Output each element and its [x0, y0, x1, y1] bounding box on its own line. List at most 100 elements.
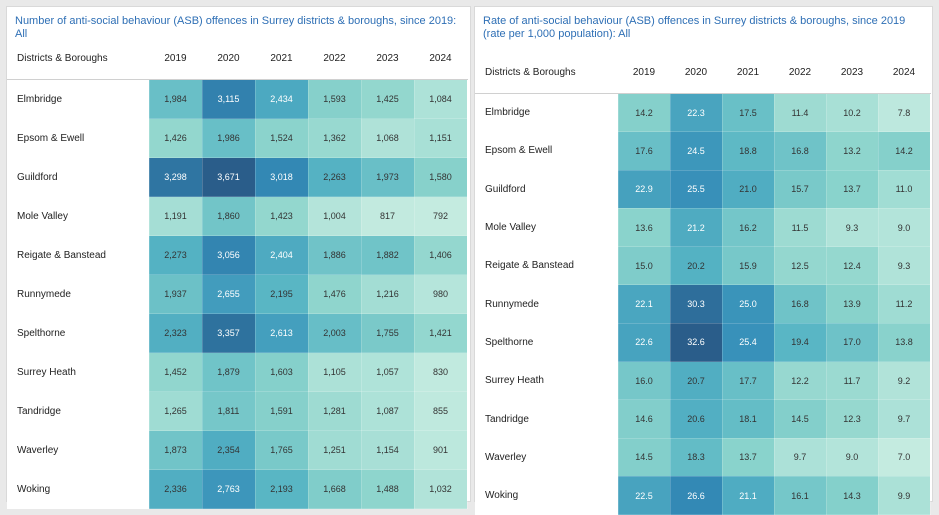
heatmap-cell: 9.3 [877, 246, 931, 286]
heatmap-cell: 9.7 [773, 437, 827, 477]
district-name: Guildford [7, 157, 149, 197]
district-name: Runnymede [7, 274, 149, 314]
heatmap-cell: 14.3 [825, 475, 879, 515]
heatmap-cell: 16.2 [721, 207, 775, 248]
heatmap-cell: 13.9 [825, 284, 879, 324]
table-row: Waverley 1,873 2,354 1,765 1,251 1,154 901 [7, 430, 468, 470]
table-row: Spelthorne 2,323 3,357 2,613 2,003 1,755 1,421 [7, 313, 468, 353]
heatmap-cell: 21.0 [721, 169, 775, 209]
heatmap-cell: 2,354 [201, 430, 256, 470]
heatmap-cell: 1,057 [360, 352, 415, 392]
district-name: Surrey Heath [7, 352, 149, 392]
column-header-2020: 2020 [202, 37, 255, 80]
heatmap-cell: 16.0 [617, 361, 671, 401]
heatmap-cell: 11.0 [877, 169, 931, 209]
heatmap-cell: 1,406 [413, 235, 468, 275]
table-row: Guildford 22.9 25.5 21.0 15.7 13.7 11.0 [475, 169, 931, 209]
heatmap-cell: 3,298 [148, 157, 203, 197]
heatmap-cell: 20.6 [669, 399, 723, 439]
heatmap-cell: 2,323 [148, 313, 203, 353]
heatmap-cell: 20.7 [669, 361, 723, 401]
heatmap-cell: 17.7 [721, 361, 775, 401]
district-name: Waverley [7, 430, 149, 470]
table-row: Reigate & Banstead 2,273 3,056 2,404 1,886 1,… [7, 235, 468, 275]
heatmap-cell: 1,580 [413, 157, 468, 197]
heatmap-cell: 25.0 [721, 284, 775, 324]
column-header-2022: 2022 [774, 51, 826, 94]
heatmap-cell: 2,655 [201, 274, 256, 314]
district-name: Woking [7, 469, 149, 509]
table-row: Surrey Heath 16.0 20.7 17.7 12.2 11.7 9.2 [475, 361, 931, 401]
heatmap-cell: 1,265 [148, 391, 203, 431]
header-row: Districts & Boroughs 2019 2020 2021 2022 2023… [7, 37, 467, 80]
district-name: Epsom & Ewell [475, 131, 618, 171]
heatmap-cell: 1,882 [360, 235, 415, 275]
heatmap-cell: 1,476 [307, 274, 362, 314]
heatmap-cell: 1,068 [360, 118, 415, 158]
heatmap-cell: 30.3 [669, 284, 723, 324]
table-row: Guildford 3,298 3,671 3,018 2,263 1,973 1,580 [7, 157, 468, 197]
heatmap-cell: 1,362 [307, 118, 362, 158]
heatmap-cell: 1,087 [360, 391, 415, 431]
heatmap-cell: 2,434 [254, 79, 309, 119]
heatmap-cell: 11.4 [773, 92, 827, 133]
table-row: Spelthorne 22.6 32.6 25.4 19.4 17.0 13.8 [475, 322, 931, 363]
heatmap-cell: 12.3 [825, 399, 879, 439]
chart-title: Rate of anti-social behaviour (ASB) offe… [483, 15, 906, 40]
heatmap-cell: 18.3 [669, 437, 723, 477]
heatmap-cell: 11.7 [825, 361, 879, 401]
column-header-2024: 2024 [414, 37, 467, 80]
heatmap-cell: 14.5 [617, 437, 671, 477]
heatmap-cell: 15.9 [721, 246, 775, 286]
heatmap-cell: 12.2 [773, 361, 827, 401]
heatmap-cell: 13.2 [825, 131, 879, 171]
heatmap-cell: 1,524 [254, 118, 309, 158]
heatmap-cell: 1,251 [307, 430, 362, 470]
heatmap-cell: 1,860 [201, 196, 256, 236]
heatmap-cell: 18.1 [721, 399, 775, 439]
column-header-2022: 2022 [308, 37, 361, 80]
heatmap-cell: 3,115 [201, 79, 256, 119]
heatmap-cell: 7.8 [877, 92, 931, 133]
district-name: Elmbridge [7, 79, 149, 119]
district-name: Tandridge [475, 399, 618, 439]
table-row: Elmbridge 1,984 3,115 2,434 1,593 1,425 1,084 [7, 79, 468, 119]
heatmap-cell: 792 [413, 196, 468, 236]
heatmap-cell: 22.1 [617, 284, 671, 324]
table-row: Tandridge 14.6 20.6 18.1 14.5 12.3 9.7 [475, 399, 931, 439]
district-name: Reigate & Banstead [475, 246, 618, 285]
heatmap-cell: 1,423 [254, 196, 309, 236]
district-name: Guildford [475, 170, 618, 209]
heatmap-cell: 9.2 [877, 361, 931, 401]
asb-rate-heatmap: Districts & Boroughs 2019 2020 2021 2022 2023… [475, 51, 931, 515]
heatmap-cell: 2,195 [254, 274, 309, 314]
heatmap-cell: 25.5 [669, 169, 723, 209]
heatmap-cell: 21.2 [669, 207, 723, 248]
column-header-2024: 2024 [878, 51, 930, 94]
heatmap-cell: 817 [360, 196, 415, 236]
heatmap-cell: 11.5 [773, 207, 827, 248]
table-row: Runnymede 22.1 30.3 25.0 16.8 13.9 11.2 [475, 284, 931, 324]
table-row: Woking 2,336 2,763 2,193 1,668 1,488 1,032 [7, 469, 468, 509]
heatmap-cell: 1,668 [307, 469, 362, 509]
heatmap-cell: 15.0 [617, 246, 671, 286]
table-row: Tandridge 1,265 1,811 1,591 1,281 1,087 855 [7, 391, 468, 431]
table-row: Surrey Heath 1,452 1,879 1,603 1,105 1,057 830 [7, 352, 468, 392]
heatmap-cell: 901 [413, 430, 468, 470]
column-header-2019: 2019 [149, 37, 202, 80]
heatmap-cell: 1,191 [148, 196, 203, 236]
heatmap-cell: 1,151 [413, 118, 468, 158]
heatmap-cell: 20.2 [669, 246, 723, 286]
heatmap-cell: 7.0 [877, 437, 931, 477]
column-header-2020: 2020 [670, 51, 722, 94]
heatmap-cell: 10.2 [825, 92, 879, 133]
heatmap-cell: 15.7 [773, 169, 827, 209]
table-row: Runnymede 1,937 2,655 2,195 1,476 1,216 980 [7, 274, 468, 314]
heatmap-cell: 22.6 [617, 322, 671, 363]
heatmap-cell: 9.3 [825, 207, 879, 248]
heatmap-cell: 2,193 [254, 469, 309, 509]
district-name: Spelthorne [475, 323, 618, 362]
header-row: Districts & Boroughs 2019 2020 2021 2022 2023… [475, 51, 930, 94]
heatmap-cell: 2,003 [307, 313, 362, 353]
heatmap-cell: 3,671 [201, 157, 256, 197]
